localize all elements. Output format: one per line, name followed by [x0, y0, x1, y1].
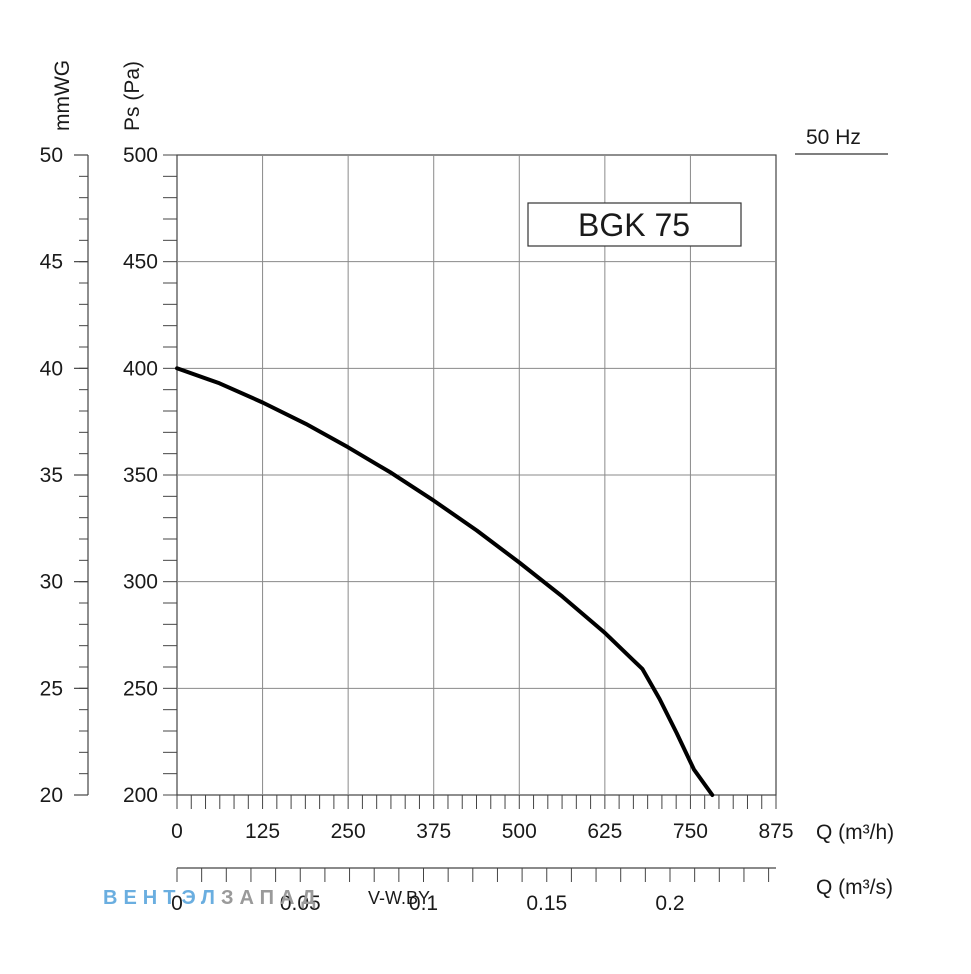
x-tick-label: 625 [587, 820, 622, 843]
y-axis-title: Ps (Pa) [121, 61, 144, 131]
x-tick-label: 125 [245, 820, 280, 843]
secondary-y-tick-label: 35 [40, 464, 63, 487]
x-tick-label: 875 [758, 820, 793, 843]
x-tick-label: 375 [416, 820, 451, 843]
model-label: BGK 75 [578, 207, 690, 243]
chart-axes [74, 154, 777, 882]
watermark-brand-part-a: ВЕНТ [103, 887, 181, 909]
chart-grid [176, 154, 777, 796]
x-tick-label: 250 [331, 820, 366, 843]
y-tick-label: 200 [123, 784, 158, 807]
frequency-label: 50 Hz [806, 126, 861, 149]
y-tick-label: 250 [123, 677, 158, 700]
secondary-x-tick-label: 0.2 [655, 892, 684, 915]
model-label-box [527, 202, 742, 247]
secondary-x-tick-label: 0.15 [526, 892, 567, 915]
tick-labels: 0 125 250 375 500 625 750 875200250300350400450… [40, 144, 794, 915]
x-tick-label: 500 [502, 820, 537, 843]
series-layer [175, 366, 715, 797]
watermark-site: V-W.BY [368, 888, 430, 908]
x-axis-title: Q (m³/h) [816, 821, 894, 844]
y-tick-label: 350 [123, 464, 158, 487]
secondary-x-tick-label: 0.1 [409, 892, 438, 915]
y-tick-label: 400 [123, 357, 158, 380]
series-line [175, 366, 715, 797]
secondary-x-tick-label: 0 [171, 892, 183, 915]
secondary-y-tick-label: 20 [40, 784, 63, 807]
y-tick-label: 300 [123, 571, 158, 594]
watermark-brand-part-c: ЗАПАД [221, 887, 322, 909]
secondary-y-tick-label: 25 [40, 677, 63, 700]
secondary-x-axis-title: Q (m³/s) [816, 876, 893, 899]
secondary-y-axis-title: mmWG [51, 60, 74, 131]
secondary-y-tick-label: 50 [40, 144, 63, 167]
x-tick-label: 750 [673, 820, 708, 843]
secondary-y-tick-label: 45 [40, 251, 63, 274]
watermark-brand-part-b: ЭЛ [181, 887, 221, 909]
secondary-x-tick-label: 0.05 [280, 892, 321, 915]
x-tick-label: 0 [171, 820, 183, 843]
watermark-brand: ВЕНТЭЛЗАПАД [103, 887, 321, 909]
secondary-y-tick-label: 30 [40, 571, 63, 594]
secondary-y-tick-label: 40 [40, 357, 63, 380]
y-tick-label: 450 [123, 251, 158, 274]
y-tick-label: 500 [123, 144, 158, 167]
